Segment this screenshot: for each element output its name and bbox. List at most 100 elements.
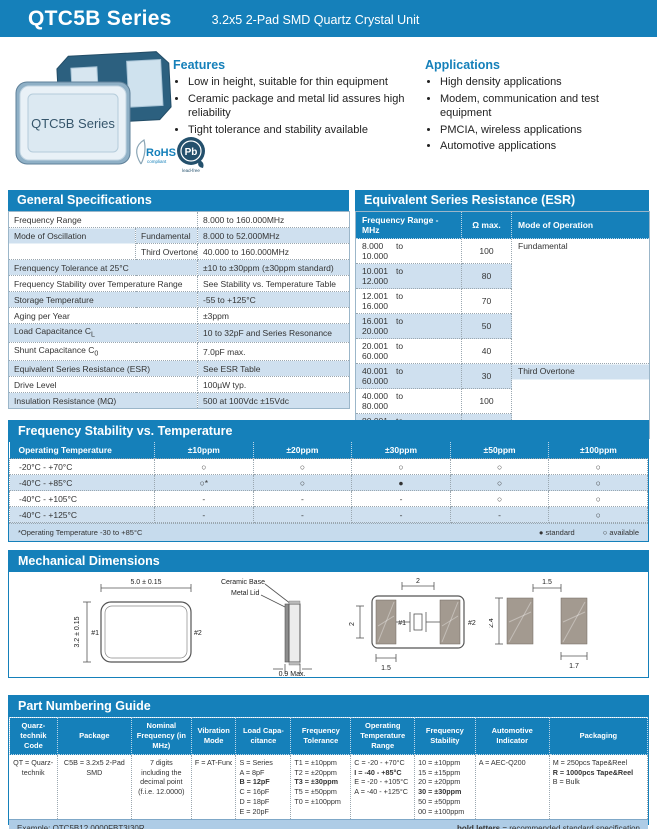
spec-value: 500 at 100Vdc ±15Vdc — [197, 392, 351, 410]
svg-text:1.5: 1.5 — [381, 665, 391, 672]
esr-col-mode: Mode of Operation — [511, 211, 650, 239]
applications-section: Applications High density applications M… — [425, 58, 653, 156]
table-row: Drive Level 100µW typ. — [7, 376, 351, 394]
spec-label: Shunt Capacitance C0 — [7, 341, 199, 362]
legend-standard: ● standard — [538, 528, 575, 537]
features-section: Features Low in height, suitable for thi… — [173, 58, 421, 139]
part-numbering-section: Part Numbering Guide Quarz-technik Code … — [8, 695, 649, 829]
svg-text:#2: #2 — [194, 630, 202, 637]
feature-item: Low in height, suitable for thin equipme… — [188, 75, 421, 90]
spec-label: Frequency Range — [7, 211, 199, 228]
table-row: Equivalent Series Resistance (ESR) See E… — [7, 360, 351, 378]
rohs-icon: RoHS compliant — [136, 139, 176, 165]
spec-label: Mode of Oscillation — [8, 227, 136, 260]
svg-text:Metal Lid: Metal Lid — [231, 590, 260, 597]
spec-label: Storage Temperature — [7, 291, 199, 308]
spec-value: See Stability vs. Temperature Table — [197, 275, 351, 292]
application-item: Automotive applications — [440, 139, 653, 154]
application-item: Modem, communication and test equipment — [440, 92, 653, 121]
spec-label: Equivalent Series Resistance (ESR) — [7, 360, 199, 378]
spec-label: Frenquency Tolerance at 25°C — [7, 259, 199, 276]
svg-text:1.5: 1.5 — [542, 579, 552, 586]
svg-text:2.4: 2.4 — [489, 618, 495, 628]
land-pattern-diagram: 1.5 2.4 1.7 — [489, 579, 588, 670]
table-header-row: Frequency Range - MHz Ω max. Mode of Ope… — [355, 211, 650, 239]
table-row: Load Capacitance CL 10 to 32pF and Serie… — [7, 323, 351, 343]
features-title: Features — [173, 58, 226, 72]
page-header: QTC5B Series 3.2x5 2-Pad SMD Quartz Crys… — [0, 0, 657, 37]
esr-table: Frequency Range - MHz Ω max. Mode of Ope… — [355, 211, 650, 439]
stability-header: Frequency Stability vs. Temperature — [9, 421, 648, 442]
table-row: Insulation Resistance (MΩ) 500 at 100Vdc… — [7, 392, 351, 410]
table-row: 40.001 to60.000 30 Third Overtone — [355, 363, 650, 439]
svg-text:RoHS: RoHS — [146, 147, 176, 159]
table-row: Frenquency Tolerance at 25°C ±10 to ±30p… — [7, 259, 351, 276]
spec-label: Insulation Resistance (MΩ) — [7, 392, 199, 410]
mechanical-dimensions-section: Mechanical Dimensions 5.0 ± 0.15 3.2 ± 0… — [8, 550, 649, 678]
side-view-diagram: Ceramic Base Metal Lid 0.9 Max. — [221, 579, 312, 677]
package-top-view: QTC5B Series — [15, 81, 131, 165]
svg-text:#1: #1 — [91, 630, 99, 637]
spec-value: ±10 to ±30ppm (±30ppm standard) — [197, 259, 351, 276]
svg-text:#2: #2 — [468, 620, 476, 627]
spec-label: Drive Level — [7, 376, 199, 394]
general-specifications-table: Frequency Range 8.000 to 160.000MHz Mode… — [7, 211, 351, 410]
svg-text:lead-free: lead-free — [182, 168, 200, 173]
spec-value: 8.000 to 160.000MHz — [197, 211, 351, 228]
top-view-diagram: 5.0 ± 0.15 3.2 ± 0.15 #1 #2 — [74, 579, 202, 663]
spec-value: 40.000 to 160.000MHz — [197, 243, 351, 260]
general-specifications-section: General Specifications Frequency Range 8… — [7, 190, 351, 410]
table-body-row: QT = Quarz-technik C5B = 3.2x5 2-Pad SMD… — [9, 754, 649, 820]
svg-text:Pb: Pb — [185, 147, 198, 158]
table-row: Aging per Year ±3ppm — [7, 307, 351, 324]
bold-letters-note: bold letters = recommended standard spec… — [457, 824, 640, 829]
table-row: Frequency Stability over Temperature Ran… — [7, 275, 351, 292]
svg-text:compliant: compliant — [147, 159, 167, 164]
page-subtitle: 3.2x5 2-Pad SMD Quartz Crystal Unit — [211, 12, 420, 27]
spec-value: See ESR Table — [197, 360, 351, 378]
svg-text:2: 2 — [416, 578, 420, 585]
spec-sublabel: Fundamental — [134, 227, 199, 244]
esr-mode-fundamental: Fundamental — [511, 238, 650, 364]
feature-item: Ceramic package and metal lid assures hi… — [188, 92, 421, 121]
esr-col-ohm: Ω max. — [461, 211, 512, 239]
legend-available: ○ available — [602, 528, 639, 537]
product-image: QTC5B Series RoHS compliant Pb lead-free — [8, 48, 218, 183]
table-row: -40°C - +125°C - - - - ○ — [9, 506, 648, 523]
esr-col-range: Frequency Range - MHz — [355, 211, 462, 239]
table-header-row: Operating Temperature ±10ppm ±20ppm ±30p… — [9, 442, 648, 459]
part-number-example-row: Example: QTC5B12.0000FBT3I30R bold lette… — [9, 819, 648, 829]
table-row: 8.000 to10.000 100 Fundamental — [355, 238, 650, 364]
stability-legend: ● standard ○ available — [513, 528, 639, 537]
spec-value: 100µW typ. — [197, 376, 351, 394]
spec-value: 7.0pF max. — [197, 341, 351, 362]
spec-value: 10 to 32pF and Series Resonance — [197, 323, 351, 343]
spec-label: Aging per Year — [7, 307, 199, 324]
mechanical-dimensions-header: Mechanical Dimensions — [9, 551, 648, 572]
svg-text:#1: #1 — [398, 620, 406, 627]
crystal-package-illustration: QTC5B Series RoHS compliant Pb lead-free — [15, 51, 205, 173]
page-title: QTC5B Series — [28, 6, 172, 30]
table-row: -40°C - +105°C - - - ○ ○ — [9, 490, 648, 507]
applications-title: Applications — [425, 58, 501, 72]
application-item: PMCIA, wireless applications — [440, 123, 653, 138]
feature-item: Tight tolerance and stability available — [188, 123, 421, 138]
svg-text:2: 2 — [349, 622, 356, 626]
stability-footnote-row: *Operating Temperature -30 to +85°C ● st… — [9, 523, 648, 541]
esr-section: Equivalent Series Resistance (ESR) Frequ… — [355, 190, 650, 439]
table-row: Mode of Oscillation Fundamental 8.000 to… — [8, 227, 351, 260]
spec-value: ±3ppm — [197, 307, 351, 324]
esr-header: Equivalent Series Resistance (ESR) — [355, 190, 649, 211]
stability-section: Frequency Stability vs. Temperature Oper… — [8, 420, 649, 542]
spec-label: Frequency Stability over Temperature Ran… — [7, 275, 199, 292]
spec-value: 8.000 to 52.000MHz — [197, 227, 351, 244]
part-numbering-table: Quarz-technik Code Package Nominal Frequ… — [9, 717, 649, 820]
spec-label: Load Capacitance CL — [7, 323, 199, 343]
svg-text:5.0 ± 0.15: 5.0 ± 0.15 — [130, 579, 161, 586]
table-row: -20°C - +70°C ○ ○ ○ ○ ○ — [9, 458, 648, 475]
part-number-example: Example: QTC5B12.0000FBT3I30R — [17, 824, 145, 829]
pb-free-icon: Pb lead-free — [177, 137, 205, 173]
svg-text:3.2 ± 0.15: 3.2 ± 0.15 — [74, 616, 81, 647]
svg-text:1.7: 1.7 — [569, 663, 579, 670]
